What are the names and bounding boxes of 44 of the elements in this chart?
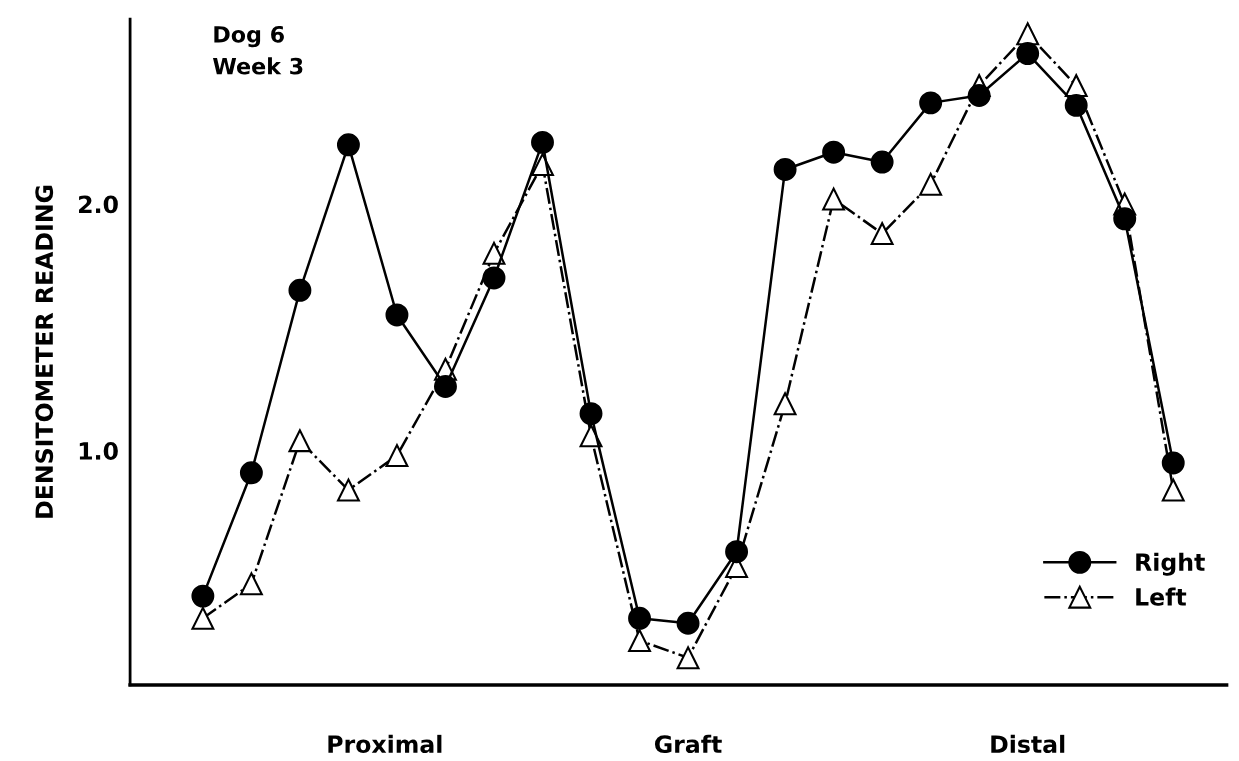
point [822, 140, 846, 164]
legend-label: Left [1136, 587, 1187, 606]
point [870, 150, 894, 174]
point [482, 266, 506, 290]
point [385, 303, 409, 327]
point [239, 461, 263, 485]
point [1161, 451, 1185, 475]
point [773, 392, 797, 416]
point [531, 130, 554, 154]
text: Graft [654, 734, 722, 754]
annotation: Dog 6 Week 3 [213, 25, 303, 75]
point [191, 584, 215, 608]
point [336, 133, 360, 157]
y-axis-title: DENSITOMETER READING [35, 185, 54, 518]
point [967, 84, 991, 107]
point [1064, 93, 1088, 117]
point [919, 91, 943, 115]
point [725, 540, 749, 564]
text: Distal [991, 734, 1065, 754]
point [1113, 207, 1137, 231]
point [1016, 42, 1040, 66]
point [773, 158, 797, 181]
point [822, 187, 846, 211]
point [191, 606, 215, 630]
y-tick-label: 1.0 [79, 442, 118, 460]
point [579, 402, 603, 426]
point [1016, 22, 1040, 46]
point [676, 611, 700, 635]
point [434, 375, 457, 398]
point [919, 172, 943, 196]
point [336, 478, 360, 502]
point [288, 429, 312, 453]
point [482, 241, 506, 265]
point [628, 606, 651, 630]
point [239, 572, 263, 596]
point [288, 278, 312, 302]
point [676, 646, 700, 670]
point [385, 444, 409, 467]
text: Proximal [328, 734, 442, 754]
legend-label: Right [1136, 552, 1205, 576]
point [1161, 478, 1185, 502]
y-tick-label: 2.0 [79, 195, 118, 214]
point [628, 629, 651, 652]
point [870, 222, 894, 246]
